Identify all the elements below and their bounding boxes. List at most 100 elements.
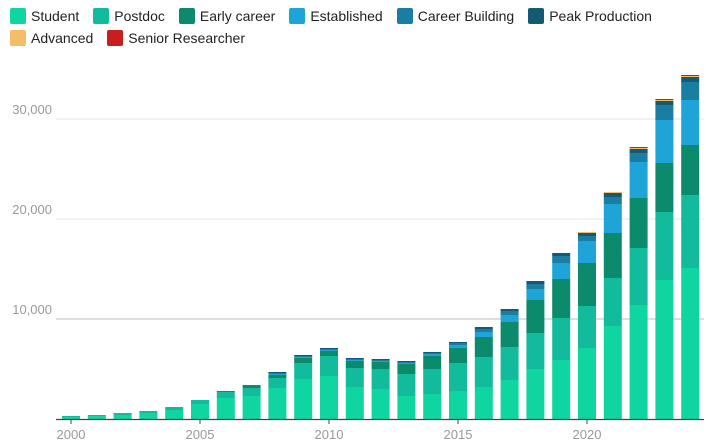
- bar-stack-2023[interactable]: [655, 99, 674, 419]
- bar-stack-2008[interactable]: [268, 372, 287, 419]
- bar-stack-2014[interactable]: [423, 352, 442, 419]
- bar-segment-senior-researcher[interactable]: [681, 75, 700, 76]
- bar-segment-peak-production[interactable]: [423, 352, 442, 353]
- bar-segment-student[interactable]: [294, 379, 313, 419]
- bar-segment-peak-production[interactable]: [320, 348, 338, 349]
- bar-segment-early-career[interactable]: [242, 386, 261, 388]
- bar-segment-peak-production[interactable]: [578, 233, 596, 236]
- legend-item-peak-production[interactable]: Peak Production: [528, 8, 652, 24]
- bar-segment-student[interactable]: [526, 369, 545, 419]
- bar-segment-established[interactable]: [681, 100, 700, 145]
- bar-stack-2011[interactable]: [345, 358, 364, 419]
- bar-segment-early-career[interactable]: [526, 300, 545, 333]
- bar-segment-career-building[interactable]: [578, 236, 596, 241]
- bar-segment-established[interactable]: [552, 263, 571, 279]
- bar-segment-student[interactable]: [345, 387, 364, 419]
- bar-segment-established[interactable]: [578, 241, 596, 263]
- bar-segment-early-career[interactable]: [371, 362, 390, 369]
- bar-segment-established[interactable]: [397, 363, 416, 364]
- bar-segment-postdoc[interactable]: [655, 212, 674, 280]
- bar-segment-early-career[interactable]: [216, 391, 235, 392]
- bar-segment-established[interactable]: [629, 162, 648, 198]
- bar-segment-career-building[interactable]: [681, 82, 700, 100]
- bar-segment-career-building[interactable]: [294, 356, 313, 357]
- bar-segment-student[interactable]: [371, 389, 390, 419]
- bar-segment-postdoc[interactable]: [681, 195, 700, 268]
- bar-segment-career-building[interactable]: [500, 311, 519, 315]
- bar-segment-advanced[interactable]: [629, 148, 648, 149]
- bar-segment-peak-production[interactable]: [449, 342, 467, 343]
- bar-segment-postdoc[interactable]: [165, 407, 184, 410]
- legend-item-established[interactable]: Established: [289, 8, 383, 24]
- bar-segment-student[interactable]: [216, 398, 235, 419]
- bar-stack-2007[interactable]: [242, 385, 261, 419]
- bar-segment-postdoc[interactable]: [320, 356, 338, 376]
- bar-segment-postdoc[interactable]: [294, 363, 313, 379]
- bar-stack-2020[interactable]: [578, 232, 596, 419]
- bar-segment-postdoc[interactable]: [423, 369, 442, 394]
- bar-segment-career-building[interactable]: [655, 105, 674, 120]
- bar-segment-student[interactable]: [397, 396, 416, 419]
- bar-segment-postdoc[interactable]: [526, 333, 545, 369]
- bar-stack-2019[interactable]: [552, 253, 571, 419]
- bar-stack-2018[interactable]: [526, 281, 545, 419]
- legend-item-student[interactable]: Student: [10, 8, 79, 24]
- bar-segment-student[interactable]: [578, 348, 596, 419]
- bar-segment-early-career[interactable]: [449, 348, 467, 363]
- bar-segment-peak-production[interactable]: [552, 253, 571, 256]
- bar-segment-student[interactable]: [139, 413, 158, 419]
- bar-segment-peak-production[interactable]: [268, 372, 287, 373]
- bar-stack-2004[interactable]: [165, 407, 184, 419]
- bar-segment-established[interactable]: [474, 332, 493, 337]
- bar-stack-2006[interactable]: [216, 391, 235, 419]
- bar-segment-established[interactable]: [320, 350, 338, 351]
- bar-segment-student[interactable]: [474, 387, 493, 419]
- bar-segment-early-career[interactable]: [345, 361, 364, 368]
- bar-segment-senior-researcher[interactable]: [655, 99, 674, 100]
- bar-segment-peak-production[interactable]: [371, 359, 390, 360]
- bar-segment-peak-production[interactable]: [345, 358, 364, 359]
- bar-segment-peak-production[interactable]: [500, 309, 519, 311]
- bar-stack-2013[interactable]: [397, 361, 416, 419]
- legend-item-postdoc[interactable]: Postdoc: [93, 8, 165, 24]
- bar-segment-student[interactable]: [423, 394, 442, 419]
- bar-segment-postdoc[interactable]: [474, 357, 493, 387]
- bar-segment-early-career[interactable]: [681, 145, 700, 195]
- bar-segment-student[interactable]: [113, 415, 132, 419]
- bar-segment-advanced[interactable]: [603, 192, 622, 193]
- bar-stack-2021[interactable]: [603, 192, 622, 419]
- bar-segment-postdoc[interactable]: [552, 318, 571, 360]
- bar-segment-early-career[interactable]: [500, 322, 519, 347]
- legend-item-career-building[interactable]: Career Building: [396, 8, 514, 24]
- bar-stack-2005[interactable]: [191, 400, 209, 419]
- bar-segment-early-career[interactable]: [655, 163, 674, 212]
- bar-segment-postdoc[interactable]: [578, 306, 596, 348]
- bar-segment-postdoc[interactable]: [345, 368, 364, 387]
- bar-segment-student[interactable]: [681, 268, 700, 419]
- bar-segment-student[interactable]: [500, 380, 519, 419]
- bar-segment-career-building[interactable]: [474, 329, 493, 332]
- bar-segment-career-building[interactable]: [552, 256, 571, 263]
- bar-stack-2022[interactable]: [629, 147, 648, 419]
- bar-segment-postdoc[interactable]: [139, 411, 158, 413]
- bar-segment-established[interactable]: [294, 357, 313, 358]
- bar-segment-career-building[interactable]: [371, 360, 390, 361]
- legend-item-early-career[interactable]: Early career: [178, 8, 275, 24]
- bar-segment-student[interactable]: [268, 388, 287, 419]
- bar-segment-established[interactable]: [449, 345, 467, 348]
- bar-segment-career-building[interactable]: [397, 362, 416, 363]
- bar-segment-early-career[interactable]: [578, 263, 596, 306]
- bar-segment-senior-researcher[interactable]: [629, 147, 648, 148]
- bar-segment-student[interactable]: [629, 305, 648, 419]
- bar-stack-2017[interactable]: [500, 309, 519, 419]
- bar-segment-early-career[interactable]: [397, 364, 416, 374]
- bar-segment-established[interactable]: [526, 289, 545, 300]
- bar-stack-2015[interactable]: [449, 342, 467, 419]
- bar-segment-career-building[interactable]: [320, 349, 338, 350]
- bar-segment-student[interactable]: [62, 417, 80, 419]
- bar-segment-career-building[interactable]: [345, 359, 364, 360]
- bar-segment-early-career[interactable]: [474, 337, 493, 357]
- bar-stack-2009[interactable]: [294, 355, 313, 419]
- bar-segment-postdoc[interactable]: [603, 278, 622, 326]
- bar-segment-postdoc[interactable]: [268, 378, 287, 388]
